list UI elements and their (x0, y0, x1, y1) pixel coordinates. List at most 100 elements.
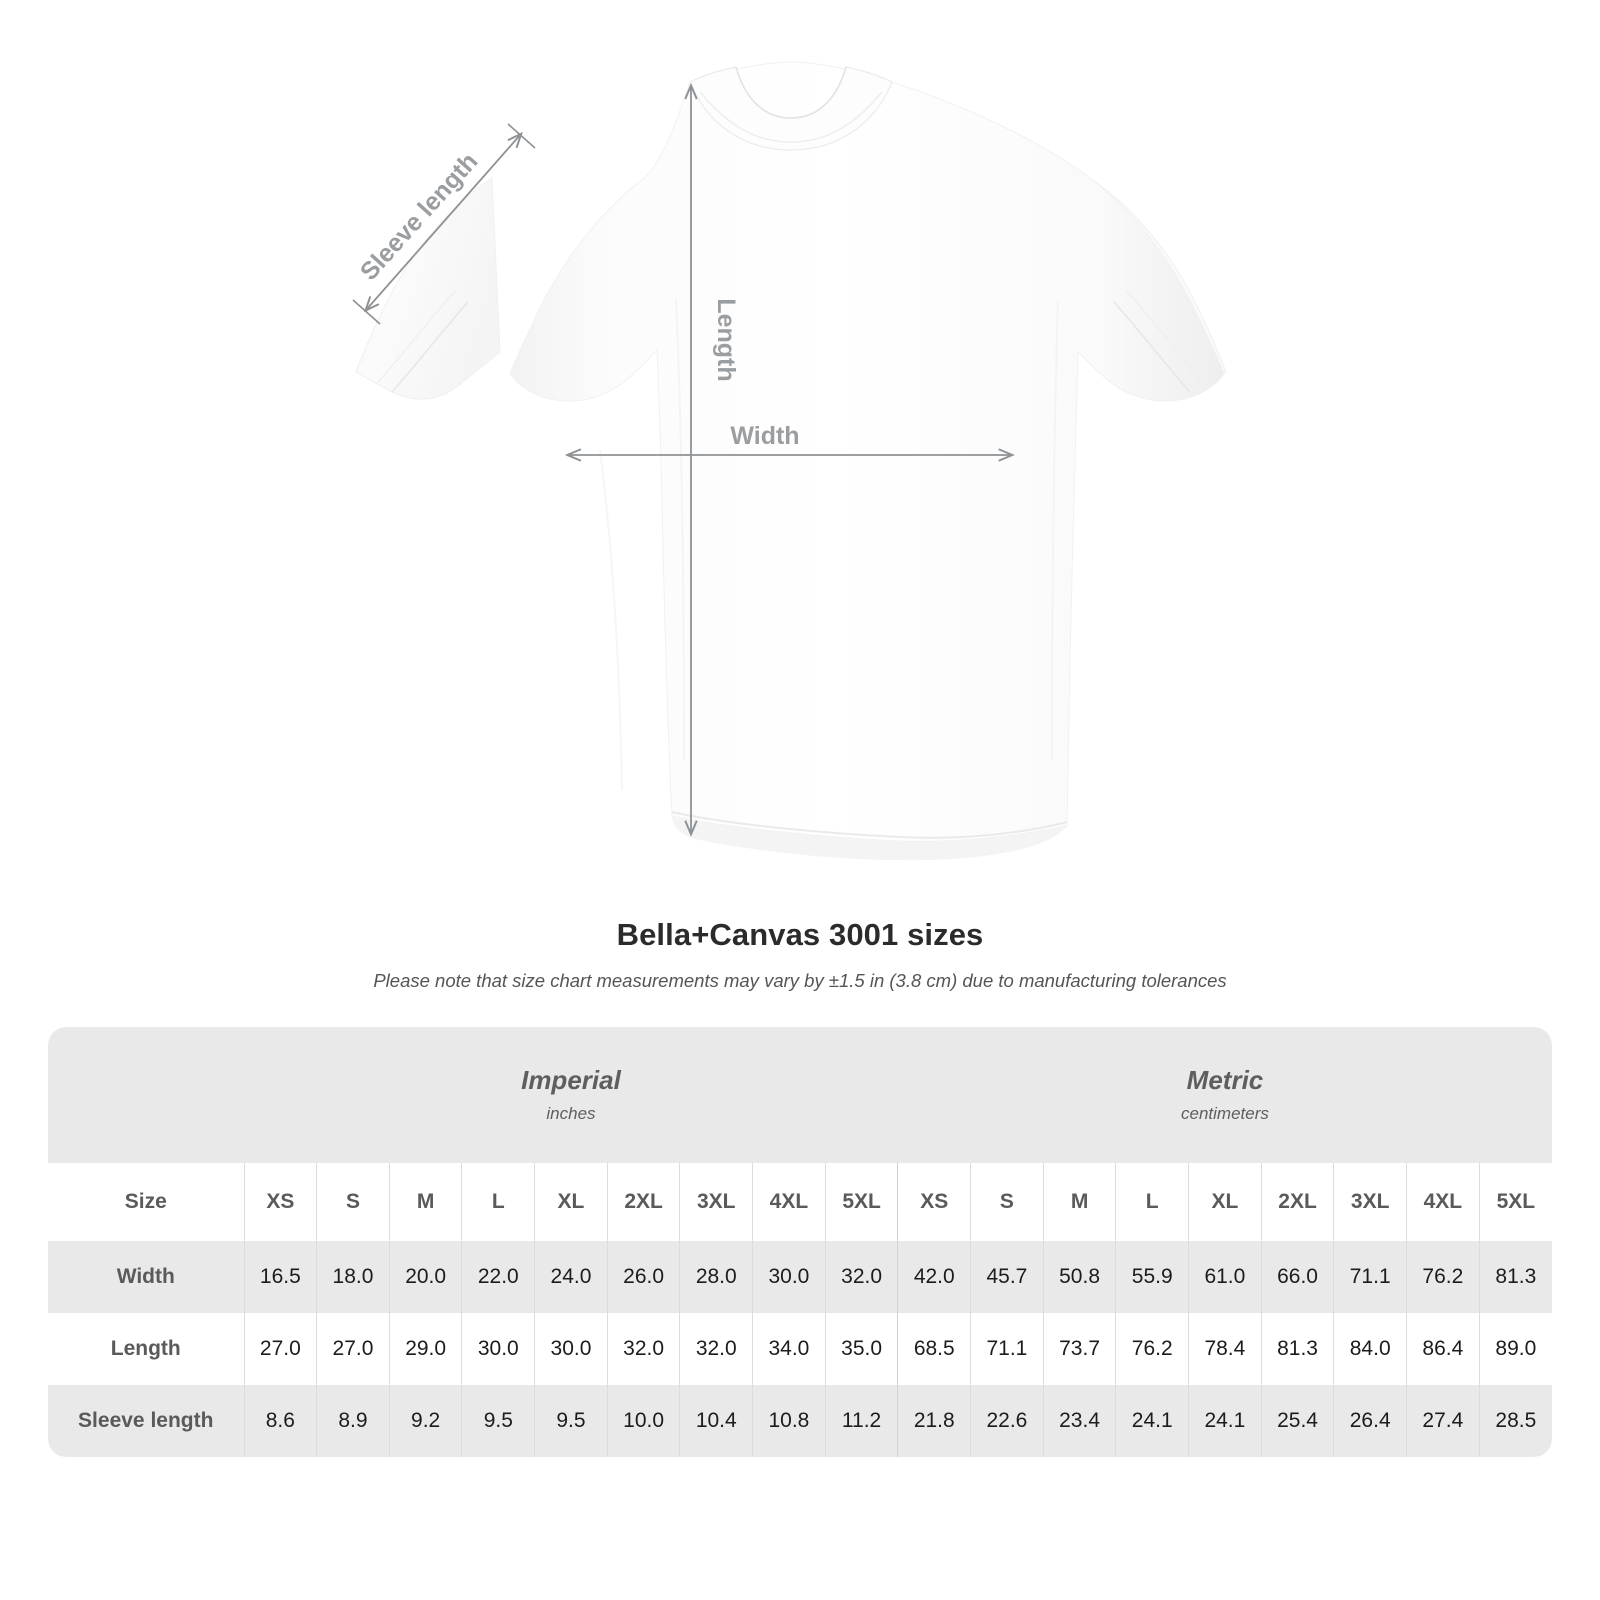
cell-width-metric-xl: 61.0 (1188, 1241, 1262, 1313)
cell-length-metric-4xl: 86.4 (1406, 1313, 1480, 1385)
cell-width-metric-5xl: 81.3 (1478, 1241, 1552, 1313)
size-header-metric-3xl: 3XL (1333, 1163, 1407, 1241)
cell-width-imperial-xs: 16.5 (243, 1241, 317, 1313)
dimension-annotations (352, 86, 1012, 834)
size-header-metric-5xl: 5XL (1478, 1163, 1552, 1241)
size-header-label: Size (48, 1163, 244, 1241)
size-header-metric-xl: XL (1188, 1163, 1262, 1241)
unit-group-imperial-sub: inches (546, 1104, 596, 1123)
cell-sleeve-metric-5xl: 28.5 (1478, 1385, 1552, 1457)
unit-group-metric: Metric centimeters (897, 1027, 1552, 1163)
cell-length-metric-xl: 78.4 (1188, 1313, 1262, 1385)
tshirt-garment (355, 61, 1227, 861)
length-label: Length (712, 298, 740, 381)
cell-width-imperial-m: 20.0 (388, 1241, 462, 1313)
size-header-metric-m: M (1042, 1163, 1116, 1241)
cell-width-metric-m: 50.8 (1042, 1241, 1116, 1313)
sleeve-cap-top (507, 123, 536, 149)
cell-length-imperial-xl: 30.0 (534, 1313, 608, 1385)
cell-sleeve-imperial-2xl: 10.0 (606, 1385, 680, 1457)
cell-sleeve-imperial-xl: 9.5 (534, 1385, 608, 1457)
cell-width-imperial-s: 18.0 (316, 1241, 390, 1313)
cell-sleeve-metric-xl: 24.1 (1188, 1385, 1262, 1457)
size-header-metric-xs: XS (897, 1163, 971, 1241)
size-chart-table-container: Imperial inches Metric centimeters Size … (48, 1027, 1552, 1457)
unit-group-metric-name: Metric (1186, 1065, 1264, 1095)
cell-sleeve-metric-m: 23.4 (1042, 1385, 1116, 1457)
cell-length-imperial-m: 29.0 (388, 1313, 462, 1385)
cell-width-metric-xs: 42.0 (897, 1241, 971, 1313)
size-header-metric-s: S (970, 1163, 1044, 1241)
cell-sleeve-imperial-5xl: 11.2 (824, 1385, 898, 1457)
cell-sleeve-imperial-4xl: 10.8 (752, 1385, 826, 1457)
cell-width-metric-4xl: 76.2 (1406, 1241, 1480, 1313)
width-label: Width (730, 422, 799, 450)
row-label-width: Width (48, 1241, 244, 1313)
cell-length-imperial-4xl: 34.0 (752, 1313, 826, 1385)
row-label-sleeve-length: Sleeve length (48, 1385, 244, 1457)
tolerance-note: Please note that size chart measurements… (373, 970, 1227, 991)
unit-group-metric-sub: centimeters (1181, 1104, 1269, 1123)
unit-row-spacer (48, 1027, 244, 1163)
size-chart-table: Imperial inches Metric centimeters Size … (48, 1027, 1552, 1457)
cell-width-imperial-3xl: 28.0 (679, 1241, 753, 1313)
row-label-length: Length (48, 1313, 244, 1385)
size-header-imperial-2xl: 2XL (606, 1163, 680, 1241)
tshirt-measurement-diagram: Sleeve length Length Width (352, 61, 1227, 861)
page-title: Bella+Canvas 3001 sizes (616, 917, 984, 952)
size-header-metric-l: L (1115, 1163, 1189, 1241)
cell-length-imperial-l: 30.0 (461, 1313, 535, 1385)
cell-sleeve-metric-xs: 21.8 (897, 1385, 971, 1457)
cell-sleeve-imperial-l: 9.5 (461, 1385, 535, 1457)
size-header-imperial-l: L (461, 1163, 535, 1241)
cell-sleeve-imperial-3xl: 10.4 (679, 1385, 753, 1457)
cell-sleeve-metric-s: 22.6 (970, 1385, 1044, 1457)
unit-group-row: Imperial inches Metric centimeters (48, 1027, 1552, 1163)
size-header-imperial-m: M (388, 1163, 462, 1241)
table-row: Sleeve length 8.6 8.9 9.2 9.5 9.5 10.0 1… (48, 1385, 1552, 1457)
cell-sleeve-imperial-m: 9.2 (388, 1385, 462, 1457)
cell-width-imperial-l: 22.0 (461, 1241, 535, 1313)
size-header-imperial-xs: XS (243, 1163, 317, 1241)
cell-length-metric-s: 71.1 (970, 1313, 1044, 1385)
cell-width-metric-l: 55.9 (1115, 1241, 1189, 1313)
cell-length-imperial-s: 27.0 (316, 1313, 390, 1385)
sleeve-arrow (366, 134, 521, 310)
table-row: Length 27.0 27.0 29.0 30.0 30.0 32.0 32.… (48, 1313, 1552, 1385)
sleeve-cap-bottom (352, 299, 381, 325)
unit-group-imperial-name: Imperial (521, 1065, 621, 1095)
cell-width-metric-3xl: 71.1 (1333, 1241, 1407, 1313)
cell-width-metric-s: 45.7 (970, 1241, 1044, 1313)
unit-group-imperial: Imperial inches (244, 1027, 898, 1163)
cell-length-metric-2xl: 81.3 (1260, 1313, 1334, 1385)
cell-width-imperial-5xl: 32.0 (824, 1241, 898, 1313)
cell-sleeve-metric-2xl: 25.4 (1260, 1385, 1334, 1457)
size-header-imperial-s: S (316, 1163, 390, 1241)
size-header-row: Size XS S M L XL 2XL 3XL 4XL 5XL XS S M … (48, 1163, 1552, 1241)
cell-length-metric-m: 73.7 (1042, 1313, 1116, 1385)
cell-length-metric-5xl: 89.0 (1478, 1313, 1552, 1385)
size-header-imperial-5xl: 5XL (824, 1163, 898, 1241)
cell-width-imperial-xl: 24.0 (534, 1241, 608, 1313)
size-header-imperial-3xl: 3XL (679, 1163, 753, 1241)
size-header-imperial-4xl: 4XL (752, 1163, 826, 1241)
cell-length-imperial-3xl: 32.0 (679, 1313, 753, 1385)
cell-width-imperial-4xl: 30.0 (752, 1241, 826, 1313)
cell-width-metric-2xl: 66.0 (1260, 1241, 1334, 1313)
cell-sleeve-metric-l: 24.1 (1115, 1385, 1189, 1457)
cell-length-metric-l: 76.2 (1115, 1313, 1189, 1385)
cell-width-imperial-2xl: 26.0 (606, 1241, 680, 1313)
cell-sleeve-metric-4xl: 27.4 (1406, 1385, 1480, 1457)
cell-length-imperial-xs: 27.0 (243, 1313, 317, 1385)
cell-sleeve-imperial-s: 8.9 (316, 1385, 390, 1457)
cell-sleeve-metric-3xl: 26.4 (1333, 1385, 1407, 1457)
cell-sleeve-imperial-xs: 8.6 (243, 1385, 317, 1457)
size-header-imperial-xl: XL (534, 1163, 608, 1241)
table-row: Width 16.5 18.0 20.0 22.0 24.0 26.0 28.0… (48, 1241, 1552, 1313)
size-header-metric-4xl: 4XL (1406, 1163, 1480, 1241)
cell-length-metric-3xl: 84.0 (1333, 1313, 1407, 1385)
size-header-metric-2xl: 2XL (1260, 1163, 1334, 1241)
chart-heading: Bella+Canvas 3001 sizes Please note that… (0, 915, 1600, 993)
cell-length-metric-xs: 68.5 (897, 1313, 971, 1385)
cell-length-imperial-5xl: 35.0 (824, 1313, 898, 1385)
